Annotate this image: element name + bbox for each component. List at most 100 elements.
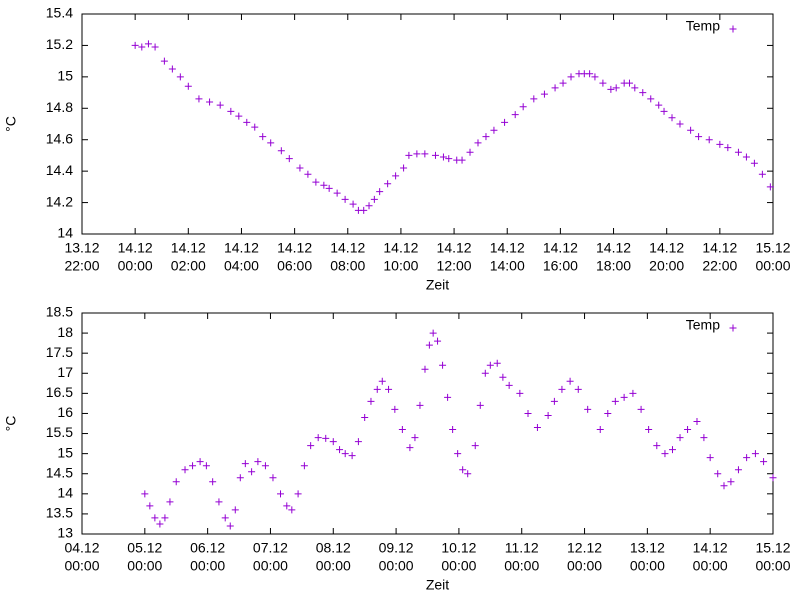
y-tick-label: 15.2 [46, 36, 73, 52]
data-point [425, 341, 433, 349]
data-point [370, 195, 378, 203]
data-point [471, 442, 479, 450]
x-tick-label: 16:00 [543, 258, 578, 274]
data-point [361, 413, 369, 421]
data-point [421, 150, 429, 158]
data-point [431, 151, 439, 159]
x-tick-label: 14.12 [171, 240, 206, 256]
data-point [637, 405, 645, 413]
data-point [202, 462, 210, 470]
data-point [156, 520, 164, 528]
data-point [700, 434, 708, 442]
data-point [151, 43, 159, 51]
data-point [267, 139, 275, 147]
y-axis-label: °C [3, 416, 19, 432]
data-point [501, 118, 509, 126]
data-point [454, 450, 462, 458]
data-point [166, 498, 174, 506]
data-point [629, 389, 637, 397]
data-point [586, 70, 594, 78]
data-point [206, 98, 214, 106]
data-point [482, 133, 490, 141]
data-point [336, 446, 344, 454]
x-tick-label: 14.12 [693, 540, 728, 556]
y-tick-label: 14 [57, 225, 73, 241]
y-tick-label: 14 [57, 485, 73, 501]
data-point [714, 470, 722, 478]
x-tick-label: 10:00 [383, 258, 418, 274]
y-axis-label: °C [3, 116, 19, 132]
x-tick-label: 14.12 [118, 240, 153, 256]
data-point [639, 89, 647, 97]
x-tick-label: 00:00 [190, 558, 225, 574]
data-point [181, 466, 189, 474]
data-point [296, 164, 304, 172]
data-point [668, 114, 676, 122]
x-tick-label: 09.12 [379, 540, 414, 556]
x-tick-label: 00:00 [441, 558, 476, 574]
legend-label: Temp [686, 18, 720, 34]
data-point [458, 156, 466, 164]
data-point [705, 136, 713, 144]
data-point [248, 468, 256, 476]
x-tick-label: 00:00 [379, 558, 414, 574]
y-tick-label: 18.5 [46, 304, 73, 320]
data-point [138, 43, 146, 51]
data-point [385, 385, 393, 393]
x-tick-label: 14.12 [383, 240, 418, 256]
data-point [693, 417, 701, 425]
x-tick-label: 08.12 [316, 540, 351, 556]
legend-label: Temp [686, 317, 720, 333]
data-point [341, 450, 349, 458]
data-point [734, 148, 742, 156]
x-tick-label: 07.12 [253, 540, 288, 556]
y-tick-label: 16 [57, 404, 73, 420]
data-point [227, 107, 235, 115]
x-tick-label: 14.12 [543, 240, 578, 256]
x-tick-label: 14.12 [224, 240, 259, 256]
data-point [625, 79, 633, 87]
data-point [466, 148, 474, 156]
data-point [734, 466, 742, 474]
x-tick-label: 11.12 [505, 540, 539, 556]
data-point [341, 195, 349, 203]
data-point [141, 490, 149, 498]
data-point [584, 405, 592, 413]
data-point [558, 385, 566, 393]
data-point [493, 359, 501, 367]
data-point [474, 139, 482, 147]
y-tick-label: 14.2 [46, 193, 73, 209]
data-point [706, 454, 714, 462]
plot-frame [81, 312, 774, 535]
data-point [750, 159, 758, 167]
data-point [655, 101, 663, 109]
data-point [365, 202, 373, 210]
data-point [367, 397, 375, 405]
data-point [304, 170, 312, 178]
data-point [277, 490, 285, 498]
x-tick-label: 14.12 [330, 240, 365, 256]
data-point [620, 393, 628, 401]
data-point [261, 462, 269, 470]
data-point [189, 462, 197, 470]
data-point [660, 107, 668, 115]
data-point [481, 369, 489, 377]
y-tick-label: 14.8 [46, 99, 73, 115]
data-point [322, 434, 330, 442]
x-tick-label: 08:00 [330, 258, 365, 274]
data-point [631, 84, 639, 92]
x-tick-label: 04.12 [64, 540, 99, 556]
data-point [540, 90, 548, 98]
data-point [724, 144, 732, 152]
x-tick-label: 06:00 [277, 258, 312, 274]
x-tick-label: 04:00 [224, 258, 259, 274]
x-tick-label: 00:00 [64, 558, 99, 574]
data-point [551, 84, 559, 92]
data-point [511, 111, 519, 119]
y-tick-label: 17 [57, 364, 73, 380]
data-point [760, 458, 768, 466]
data-point [505, 381, 513, 389]
data-point [236, 474, 244, 482]
data-point [519, 103, 527, 111]
